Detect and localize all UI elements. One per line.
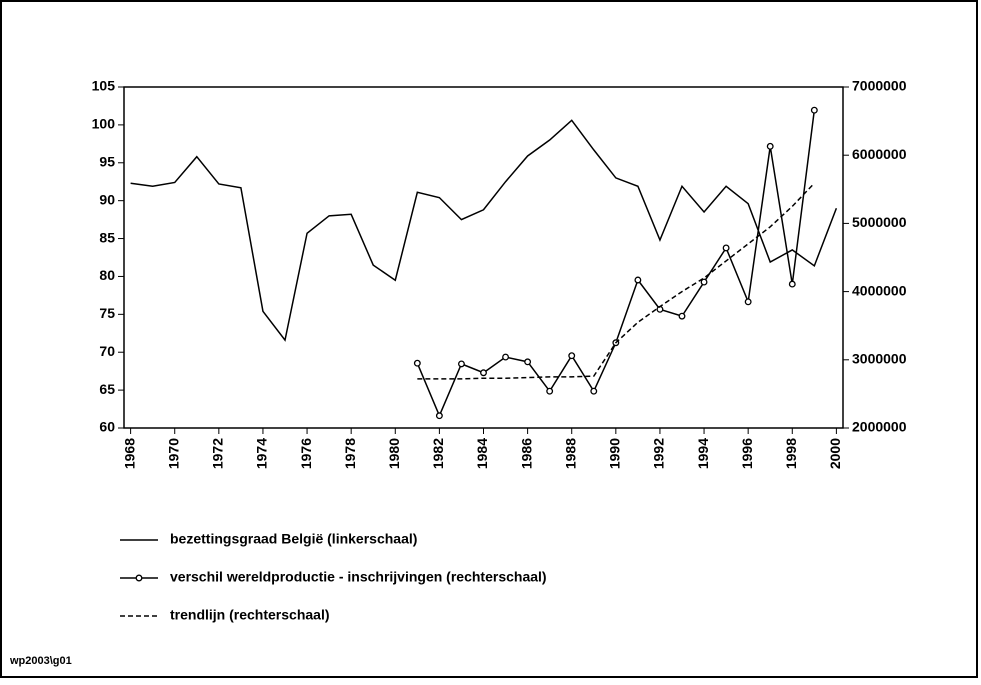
x-tick-label: 1974: [254, 438, 270, 469]
y2-tick-label: 3000000: [852, 351, 907, 367]
x-tick-label: 1990: [607, 438, 623, 469]
series-marker: [766, 142, 774, 150]
series-marker: [700, 278, 708, 286]
y-tick-label: 90: [99, 191, 115, 207]
x-tick-label: 1976: [298, 438, 314, 469]
legend-marker: [135, 574, 143, 582]
x-tick-label: 1968: [121, 438, 137, 469]
y-tick-label: 85: [99, 229, 115, 245]
series-marker: [788, 280, 796, 288]
series-marker: [457, 360, 465, 368]
series-marker: [546, 387, 554, 395]
x-tick-label: 1992: [651, 438, 667, 469]
y-tick-label: 95: [99, 153, 115, 169]
series-marker: [568, 352, 576, 360]
y2-tick-label: 5000000: [852, 214, 907, 230]
y2-tick-label: 6000000: [852, 146, 907, 162]
footnote: wp2003\g01: [9, 655, 72, 667]
y-tick-label: 100: [92, 116, 116, 132]
y-tick-label: 65: [99, 381, 115, 397]
x-tick-label: 1970: [165, 438, 181, 469]
y-tick-label: 75: [99, 305, 115, 321]
series-marker: [634, 276, 642, 284]
x-tick-label: 1996: [739, 438, 755, 469]
legend-label: bezettingsgraad België (linkerschaal): [170, 531, 417, 547]
series-marker: [524, 358, 532, 366]
series-marker: [435, 412, 443, 420]
series-marker: [810, 106, 818, 114]
y2-tick-label: 7000000: [852, 78, 907, 94]
y-tick-label: 80: [99, 267, 115, 283]
series-line: [417, 182, 815, 380]
y-tick-label: 70: [99, 343, 115, 359]
series-marker: [480, 369, 487, 377]
legend-label: trendlijn (rechterschaal): [170, 607, 330, 623]
legend-label: verschil wereldproductie - inschrijvinge…: [170, 569, 547, 585]
x-tick-label: 1984: [474, 438, 490, 469]
series-marker: [744, 298, 752, 306]
x-tick-label: 1980: [386, 438, 402, 469]
x-tick-label: 1998: [783, 438, 799, 469]
y2-tick-label: 4000000: [852, 282, 907, 298]
series-marker: [590, 387, 598, 395]
x-tick-label: 2000: [827, 438, 843, 469]
series-marker: [502, 353, 510, 361]
series-marker: [678, 312, 686, 320]
series-marker: [413, 359, 421, 367]
x-tick-label: 1978: [342, 438, 358, 469]
y-tick-label: 60: [99, 419, 115, 435]
x-tick-label: 1994: [695, 438, 711, 469]
x-tick-label: 1972: [210, 438, 226, 469]
x-tick-label: 1982: [430, 438, 446, 469]
x-tick-label: 1986: [518, 438, 534, 469]
y-tick-label: 105: [92, 78, 116, 94]
series-line: [130, 119, 838, 342]
x-tick-label: 1988: [562, 438, 578, 469]
series-marker: [722, 244, 730, 252]
y2-tick-label: 2000000: [852, 419, 907, 435]
